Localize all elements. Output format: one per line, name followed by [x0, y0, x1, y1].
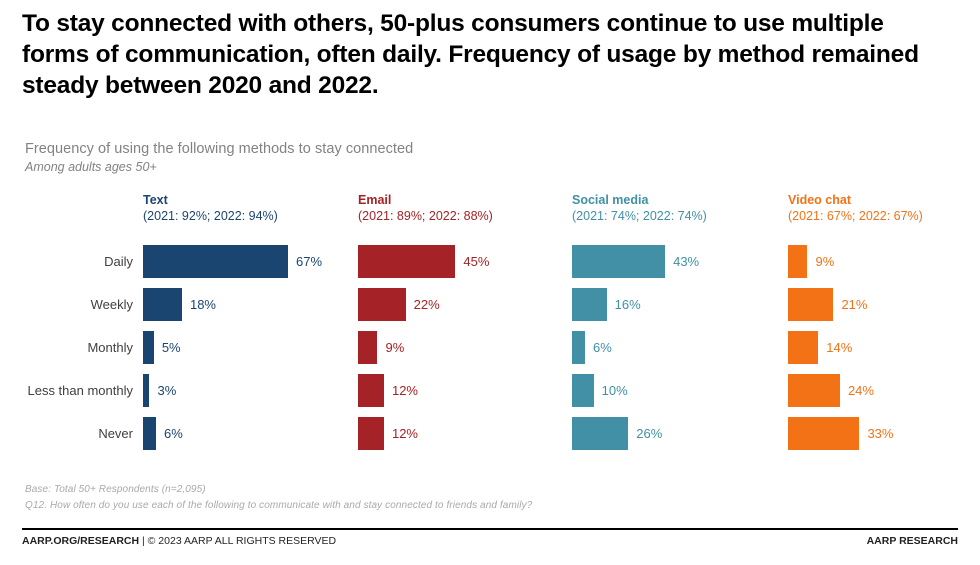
series-header: Text (2021: 92%; 2022: 94%) — [143, 193, 278, 224]
series-name: Text — [143, 193, 168, 207]
footer-rights: | © 2023 AARP ALL RIGHTS RESERVED — [139, 535, 337, 547]
question-note: Q12. How often do you use each of the fo… — [25, 500, 533, 511]
bar-value-label: 3% — [157, 383, 177, 398]
series-subtitle: (2021: 92%; 2022: 94%) — [143, 208, 278, 223]
base-note: Base: Total 50+ Respondents (n=2,095) — [25, 484, 206, 495]
bar — [572, 417, 629, 450]
bar-value-label: 6% — [592, 340, 612, 355]
bar — [788, 331, 819, 364]
bar-value-label: 9% — [385, 340, 405, 355]
series-subtitle: (2021: 89%; 2022: 88%) — [358, 208, 493, 223]
bar — [572, 288, 607, 321]
bar — [143, 331, 154, 364]
bar — [788, 245, 808, 278]
bar — [572, 331, 585, 364]
series-name: Social media — [572, 193, 649, 207]
bar — [358, 288, 406, 321]
bar — [143, 245, 289, 278]
bar-value-label: 12% — [391, 383, 418, 398]
bar — [788, 417, 860, 450]
bar-value-label: 33% — [867, 426, 894, 441]
category-label: Daily — [104, 254, 133, 269]
footer-research-label: AARP RESEARCH — [866, 535, 958, 547]
bar-value-label: 6% — [163, 426, 183, 441]
category-label: Monthly — [87, 340, 133, 355]
series-header: Video chat (2021: 67%; 2022: 67%) — [788, 193, 923, 224]
bar — [358, 417, 384, 450]
bar — [143, 288, 182, 321]
series-subtitle: (2021: 67%; 2022: 67%) — [788, 208, 923, 223]
series-subtitle: (2021: 74%; 2022: 74%) — [572, 208, 707, 223]
bar — [572, 245, 666, 278]
bar — [788, 374, 840, 407]
category-label: Weekly — [90, 297, 133, 312]
bar-value-label: 9% — [815, 254, 835, 269]
bar-value-label: 16% — [614, 297, 641, 312]
series-header: Social media (2021: 74%; 2022: 74%) — [572, 193, 707, 224]
bar-value-label: 26% — [636, 426, 663, 441]
bar-value-label: 67% — [296, 254, 323, 269]
category-label: Less than monthly — [27, 383, 133, 398]
series-name: Video chat — [788, 193, 851, 207]
chart-subtitle-secondary: Among adults ages 50+ — [25, 160, 157, 174]
bar-value-label: 24% — [847, 383, 874, 398]
series-name: Email — [358, 193, 392, 207]
footer-divider — [22, 528, 958, 530]
category-label: Never — [98, 426, 133, 441]
bar — [788, 288, 834, 321]
series-header: Email (2021: 89%; 2022: 88%) — [358, 193, 493, 224]
bar-value-label: 18% — [189, 297, 216, 312]
bar-value-label: 10% — [601, 383, 628, 398]
bar-value-label: 43% — [673, 254, 700, 269]
bar — [358, 374, 384, 407]
bar-value-label: 12% — [391, 426, 418, 441]
footer-copyright: AARP.ORG/RESEARCH | © 2023 AARP ALL RIGH… — [22, 535, 336, 547]
bar-value-label: 5% — [161, 340, 181, 355]
bar-value-label: 22% — [413, 297, 440, 312]
bar-value-label: 14% — [826, 340, 853, 355]
bar — [572, 374, 594, 407]
page-title: To stay connected with others, 50-plus c… — [22, 10, 919, 99]
bar — [358, 245, 456, 278]
bar — [358, 331, 378, 364]
chart-subtitle: Frequency of using the following methods… — [25, 141, 414, 157]
bar — [143, 417, 156, 450]
bar-value-label: 45% — [463, 254, 490, 269]
bar — [143, 374, 150, 407]
bar-value-label: 21% — [841, 297, 868, 312]
footer-brand: AARP.ORG/RESEARCH — [22, 535, 140, 547]
